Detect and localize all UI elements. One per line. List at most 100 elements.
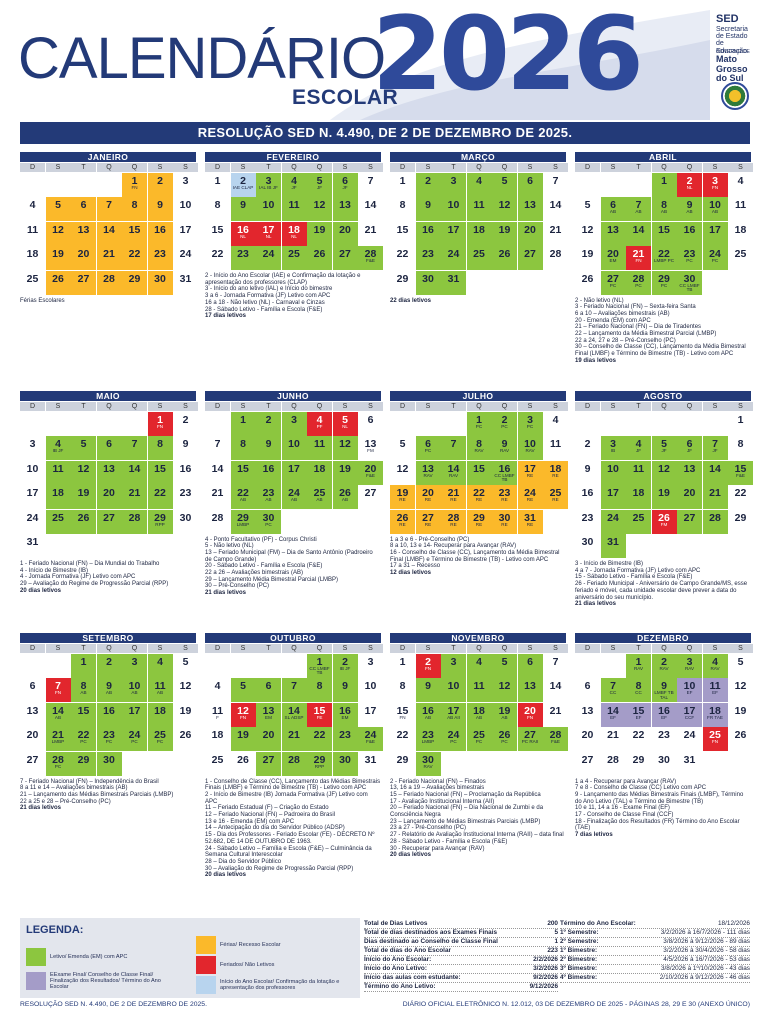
day-cell: 2 FN	[415, 653, 441, 678]
day-number: 9	[425, 680, 431, 692]
weekday-label: D	[205, 162, 230, 172]
day-number: 24	[179, 248, 192, 260]
day-number: 19	[179, 704, 192, 717]
totals-value: 9/12/2026	[529, 983, 558, 990]
day-cell: 19	[173, 703, 198, 727]
day-number: 1	[157, 413, 163, 426]
day-cell: 13 FM	[358, 436, 383, 460]
note-line: 21 – Feriado Nacional (FN) – Dia de Tira…	[575, 324, 702, 331]
day-code: F&E	[736, 472, 745, 478]
day-cell: 24	[256, 246, 281, 270]
weekday-label: D	[390, 643, 415, 653]
background-swoosh	[330, 10, 710, 120]
legend-swatch	[26, 948, 46, 966]
day-code: PF	[316, 423, 323, 429]
day-number: 25	[313, 487, 326, 499]
day-cell: 23	[230, 246, 256, 270]
day-cell: 27 PC RAII	[517, 727, 543, 751]
day-number: 28	[549, 729, 562, 741]
day-number: 16	[237, 223, 249, 236]
day-cell: 17 RE	[517, 460, 543, 485]
day-cell: 30 PC	[256, 509, 281, 534]
day-cell: 29 RPP	[307, 751, 332, 776]
day-cell: 30	[147, 270, 173, 295]
day-cell: 3	[281, 411, 307, 436]
day-cell: 13	[20, 703, 45, 727]
day-cell: 29	[390, 752, 415, 776]
day-cell: 10	[173, 197, 198, 221]
day-code: F&E	[366, 472, 375, 478]
day-number: 8	[80, 680, 87, 692]
day-cell: 16 NL	[230, 221, 256, 246]
weekday-label: Q	[122, 401, 147, 411]
empty-day	[703, 412, 728, 436]
day-number: 30	[339, 753, 351, 766]
day-number: 21	[288, 729, 300, 741]
day-cell: 26 AB	[332, 485, 358, 509]
empty-day	[575, 654, 600, 678]
day-number: 21	[549, 704, 562, 717]
day-cell: 20	[71, 246, 96, 270]
day-grid: 1 2 IAE CLAP 3 IAL IB JF 4 JF 5 JF 6 JF 7 8 9 10 11 12 13…	[205, 172, 383, 270]
day-number: 11	[549, 438, 562, 450]
day-code: RPP	[314, 763, 325, 769]
day-cell: 25 PC	[147, 727, 173, 751]
day-number: 5	[316, 174, 323, 187]
day-cell: 5	[173, 654, 198, 678]
month-total: 22 dias letivos	[390, 297, 432, 304]
day-number: 31	[607, 536, 619, 548]
day-number: 2	[425, 174, 431, 187]
month-notes: Férias Escolares	[20, 298, 196, 305]
day-code: AB	[290, 497, 298, 502]
day-number: 24	[524, 487, 536, 499]
day-number: 13	[607, 223, 619, 236]
day-number: 14	[607, 704, 619, 717]
month-name: MARÇO	[390, 152, 566, 162]
day-number: 13	[339, 199, 351, 211]
day-cell: 10	[600, 460, 626, 485]
month-notes: 1 a 4 - Recuperar para Avançar (RAV) 7 e …	[575, 779, 751, 839]
note-line: 18 - Finalização dos Resultados (FR) Tér…	[575, 818, 740, 832]
day-number: 15	[313, 704, 326, 717]
day-cell: 16	[147, 221, 173, 246]
weekday-label: S	[173, 643, 198, 653]
note-line: 23 – Lançamento de Médias Bimestrais Par…	[390, 818, 541, 825]
day-code: EF	[635, 714, 642, 720]
periods-table: Término do Ano Escolar: 18/12/2026 1º Seme…	[560, 920, 750, 983]
legend-swatch	[196, 956, 216, 974]
day-number: 21	[103, 248, 115, 260]
month-name: FEVEREIRO	[205, 152, 381, 162]
note-line: 1 - Conselho de Classe (CC), Lançamento …	[205, 778, 381, 792]
day-cell: 24 PC	[702, 246, 728, 270]
day-number: 4	[214, 680, 221, 692]
day-cell: 14	[543, 678, 568, 702]
day-cell: 7	[543, 654, 568, 678]
empty-day	[97, 173, 122, 197]
day-code: F&E	[366, 258, 375, 263]
weekday-label: S	[332, 401, 358, 411]
month-abril: ABRIL D S T Q Q S S 1 2 NL 3 FN 4 5 6 AB 7 AB 8 AB 9 AB 10 AB 11 1…	[575, 152, 753, 365]
day-cell: 9 RAV	[492, 436, 517, 460]
day-cell: 20	[517, 221, 543, 246]
day-cell: 21 FN	[626, 246, 651, 270]
day-number: 19	[77, 487, 90, 499]
day-cell: 19	[332, 460, 358, 485]
note-line: 28 – Dia do Servidor Público	[205, 858, 282, 865]
day-number: 6	[106, 438, 112, 450]
day-code: JF	[635, 448, 642, 453]
day-number: 4	[476, 174, 482, 187]
day-number: 22	[632, 729, 645, 741]
footer-resolution: RESOLUÇÃO SED N. 4.490, DE 2 DE DEZEMBRO…	[20, 1001, 207, 1008]
day-number: 18	[549, 462, 562, 475]
day-cell: 22	[390, 246, 415, 270]
day-cell: 6 JF	[677, 436, 702, 460]
day-grid: 1 2 NL 3 FN 4 5 6 AB 7 AB 8 AB 9 AB 10 AB 11 12 13 14 15 16 17 1…	[575, 172, 751, 295]
note-line: 30 – Avaliação do Regime de Progressão P…	[205, 865, 354, 872]
month-agosto: AGOSTO D S T Q Q S S 1 2 3 IB 4 JF 5 JF 6 JF 7 JF 8 9 10 11 12 13…	[575, 391, 753, 608]
day-number: 7	[291, 680, 297, 692]
day-number: 4	[29, 199, 36, 211]
day-code: PC	[105, 739, 113, 744]
day-code: PC	[501, 423, 508, 429]
day-number: 21	[211, 487, 224, 499]
